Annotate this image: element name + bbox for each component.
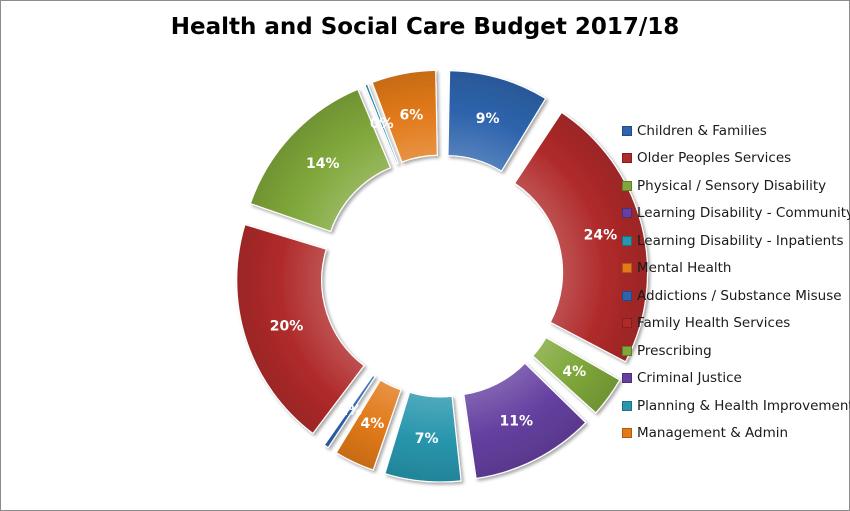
legend-swatch — [622, 125, 632, 136]
legend-label: Children & Families — [637, 122, 767, 139]
legend-item-family-health-services: Family Health Services — [622, 310, 850, 338]
legend-item-learning-disability-community: Learning Disability - Community — [622, 200, 850, 228]
legend-item-planning-health-improvement: Planning & Health Improvement — [622, 392, 850, 420]
slice-learning-disability-inpatients — [384, 391, 462, 483]
legend-swatch — [622, 345, 632, 356]
legend-item-children-families: Children & Families — [622, 117, 850, 145]
slice-planning-health-improvement — [364, 83, 399, 165]
legend-label: Criminal Justice — [637, 370, 742, 387]
data-label-planning-health-improvement: 0% — [370, 116, 394, 132]
legend-swatch — [622, 263, 632, 274]
slice-family-health-services — [236, 223, 365, 435]
slice-management-admin — [371, 69, 438, 163]
data-label-addictions-substance-misuse: 1% — [338, 403, 362, 419]
legend-swatch — [622, 400, 632, 411]
legend-swatch — [622, 235, 632, 246]
slice-children-families — [447, 69, 547, 172]
data-label-learning-disability-inpatients: 7% — [415, 431, 439, 447]
legend-label: Older Peoples Services — [637, 150, 792, 167]
chart-title: Health and Social Care Budget 2017/18 — [170, 14, 680, 40]
legend-label: Learning Disability - Inpatients — [637, 232, 844, 249]
legend-swatch — [622, 318, 632, 329]
legend-swatch — [622, 180, 632, 191]
legend-swatch — [622, 373, 632, 384]
legend-label: Learning Disability - Community — [637, 205, 850, 222]
legend-swatch — [622, 428, 632, 439]
legend-label: Addictions / Substance Misuse — [637, 287, 842, 304]
slice-prescribing — [249, 88, 392, 233]
legend-item-mental-health: Mental Health — [622, 255, 850, 283]
data-label-older-peoples-services: 24% — [584, 227, 618, 243]
slice-addictions-substance-misuse — [323, 374, 376, 449]
legend-item-prescribing: Prescribing — [622, 337, 850, 365]
legend-label: Prescribing — [637, 342, 712, 359]
data-label-learning-disability-community: 11% — [499, 414, 533, 430]
data-label-mental-health: 4% — [360, 416, 384, 432]
legend-label: Management & Admin — [637, 425, 789, 442]
data-label-physical-sensory-disability: 4% — [562, 364, 586, 380]
data-label-prescribing: 14% — [306, 156, 340, 172]
legend-item-addictions-substance-misuse: Addictions / Substance Misuse — [622, 282, 850, 310]
slice-mental-health — [335, 379, 402, 471]
legend-label: Mental Health — [637, 260, 732, 277]
legend-item-criminal-justice: Criminal Justice — [622, 365, 850, 393]
data-label-family-health-services: 20% — [270, 319, 304, 335]
data-label-management-admin: 6% — [399, 107, 423, 123]
slice-physical-sensory-disability — [531, 336, 621, 414]
legend-item-older-peoples-services: Older Peoples Services — [622, 145, 850, 173]
data-label-children-families: 9% — [476, 111, 500, 127]
chart-legend: Children & Families Older Peoples Service… — [622, 117, 850, 447]
legend-label: Planning & Health Improvement — [637, 397, 850, 414]
legend-item-physical-sensory-disability: Physical / Sensory Disability — [622, 172, 850, 200]
legend-item-learning-disability-inpatients: Learning Disability - Inpatients — [622, 227, 850, 255]
legend-swatch — [622, 153, 632, 164]
legend-label: Family Health Services — [637, 315, 791, 332]
legend-swatch — [622, 290, 632, 301]
legend-item-management-admin: Management & Admin — [622, 420, 850, 448]
legend-swatch — [622, 208, 632, 219]
legend-label: Physical / Sensory Disability — [637, 177, 827, 194]
slice-learning-disability-community — [463, 362, 587, 480]
